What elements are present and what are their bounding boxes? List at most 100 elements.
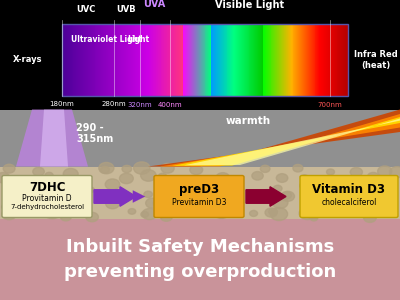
Bar bbox=[181, 24, 182, 96]
Bar bbox=[263, 24, 264, 96]
Bar bbox=[255, 24, 256, 96]
Bar bbox=[176, 24, 177, 96]
Bar bbox=[248, 24, 250, 96]
Bar bbox=[339, 24, 340, 96]
Bar bbox=[0, 0, 400, 110]
Bar bbox=[222, 24, 223, 96]
Bar bbox=[184, 24, 185, 96]
Bar bbox=[213, 24, 214, 96]
Bar bbox=[283, 24, 284, 96]
Circle shape bbox=[205, 194, 212, 198]
Bar bbox=[319, 24, 320, 96]
Bar bbox=[212, 24, 213, 96]
Text: 290 -
315nm: 290 - 315nm bbox=[76, 123, 113, 144]
Bar bbox=[203, 24, 204, 96]
Bar bbox=[75, 24, 76, 96]
Bar bbox=[67, 24, 68, 96]
Text: Provitamin D: Provitamin D bbox=[22, 194, 72, 203]
Circle shape bbox=[87, 187, 94, 193]
Bar bbox=[303, 24, 304, 96]
Circle shape bbox=[226, 196, 239, 206]
Bar bbox=[247, 24, 248, 96]
Circle shape bbox=[272, 197, 288, 208]
Bar bbox=[115, 24, 116, 96]
Circle shape bbox=[63, 168, 78, 180]
Bar bbox=[220, 24, 221, 96]
Circle shape bbox=[71, 197, 86, 208]
Bar bbox=[297, 24, 298, 96]
Bar bbox=[250, 24, 251, 96]
Bar bbox=[267, 24, 268, 96]
Text: 7-dehydrocholesterol: 7-dehydrocholesterol bbox=[10, 204, 84, 210]
Bar bbox=[251, 24, 252, 96]
Bar bbox=[216, 24, 217, 96]
Bar bbox=[124, 24, 125, 96]
Bar bbox=[136, 24, 137, 96]
Bar bbox=[254, 24, 255, 96]
Circle shape bbox=[293, 164, 303, 172]
Text: Infra Red
(heat): Infra Red (heat) bbox=[354, 50, 398, 70]
Bar bbox=[242, 24, 243, 96]
Circle shape bbox=[216, 173, 230, 183]
Bar bbox=[147, 24, 148, 96]
Bar bbox=[217, 24, 218, 96]
Text: 180nm: 180nm bbox=[50, 100, 74, 106]
Circle shape bbox=[141, 169, 156, 181]
Bar bbox=[314, 24, 316, 96]
Bar bbox=[273, 24, 274, 96]
Bar bbox=[294, 24, 295, 96]
Bar bbox=[85, 24, 86, 96]
Bar bbox=[175, 24, 176, 96]
Circle shape bbox=[0, 172, 10, 183]
Bar bbox=[94, 24, 96, 96]
Bar bbox=[233, 24, 234, 96]
Bar bbox=[82, 24, 83, 96]
Bar bbox=[268, 24, 269, 96]
Bar bbox=[96, 24, 97, 96]
Bar bbox=[318, 24, 319, 96]
Circle shape bbox=[158, 173, 167, 179]
Bar bbox=[287, 24, 288, 96]
Bar bbox=[230, 24, 231, 96]
Bar bbox=[87, 24, 88, 96]
Circle shape bbox=[273, 185, 282, 192]
Bar bbox=[200, 24, 201, 96]
Bar bbox=[221, 24, 222, 96]
Bar bbox=[144, 24, 145, 96]
Bar bbox=[332, 24, 333, 96]
Polygon shape bbox=[40, 110, 68, 166]
Bar bbox=[148, 24, 149, 96]
Circle shape bbox=[260, 190, 276, 202]
Bar bbox=[209, 24, 210, 96]
Bar bbox=[253, 24, 254, 96]
Bar bbox=[284, 24, 285, 96]
Circle shape bbox=[260, 165, 270, 172]
Bar bbox=[101, 24, 102, 96]
Bar bbox=[150, 24, 151, 96]
Bar bbox=[188, 24, 189, 96]
Circle shape bbox=[198, 199, 214, 212]
Bar bbox=[288, 24, 289, 96]
Bar bbox=[237, 24, 238, 96]
Circle shape bbox=[300, 175, 308, 181]
Bar bbox=[208, 24, 209, 96]
Bar bbox=[170, 24, 171, 96]
Bar bbox=[304, 24, 305, 96]
Bar bbox=[97, 24, 98, 96]
Bar bbox=[168, 24, 169, 96]
Bar bbox=[0, 167, 400, 219]
Circle shape bbox=[215, 208, 228, 218]
Bar bbox=[286, 24, 287, 96]
Bar bbox=[232, 24, 233, 96]
Circle shape bbox=[324, 180, 338, 191]
Bar bbox=[74, 24, 75, 96]
Text: Inbuilt Safety Mechanisms
preventing overproduction: Inbuilt Safety Mechanisms preventing ove… bbox=[64, 238, 336, 281]
Bar bbox=[157, 24, 158, 96]
FancyBboxPatch shape bbox=[154, 176, 244, 218]
Bar bbox=[204, 24, 206, 96]
Bar bbox=[100, 24, 101, 96]
Bar bbox=[301, 24, 302, 96]
Bar bbox=[138, 24, 140, 96]
Bar bbox=[322, 24, 323, 96]
Bar bbox=[198, 24, 199, 96]
